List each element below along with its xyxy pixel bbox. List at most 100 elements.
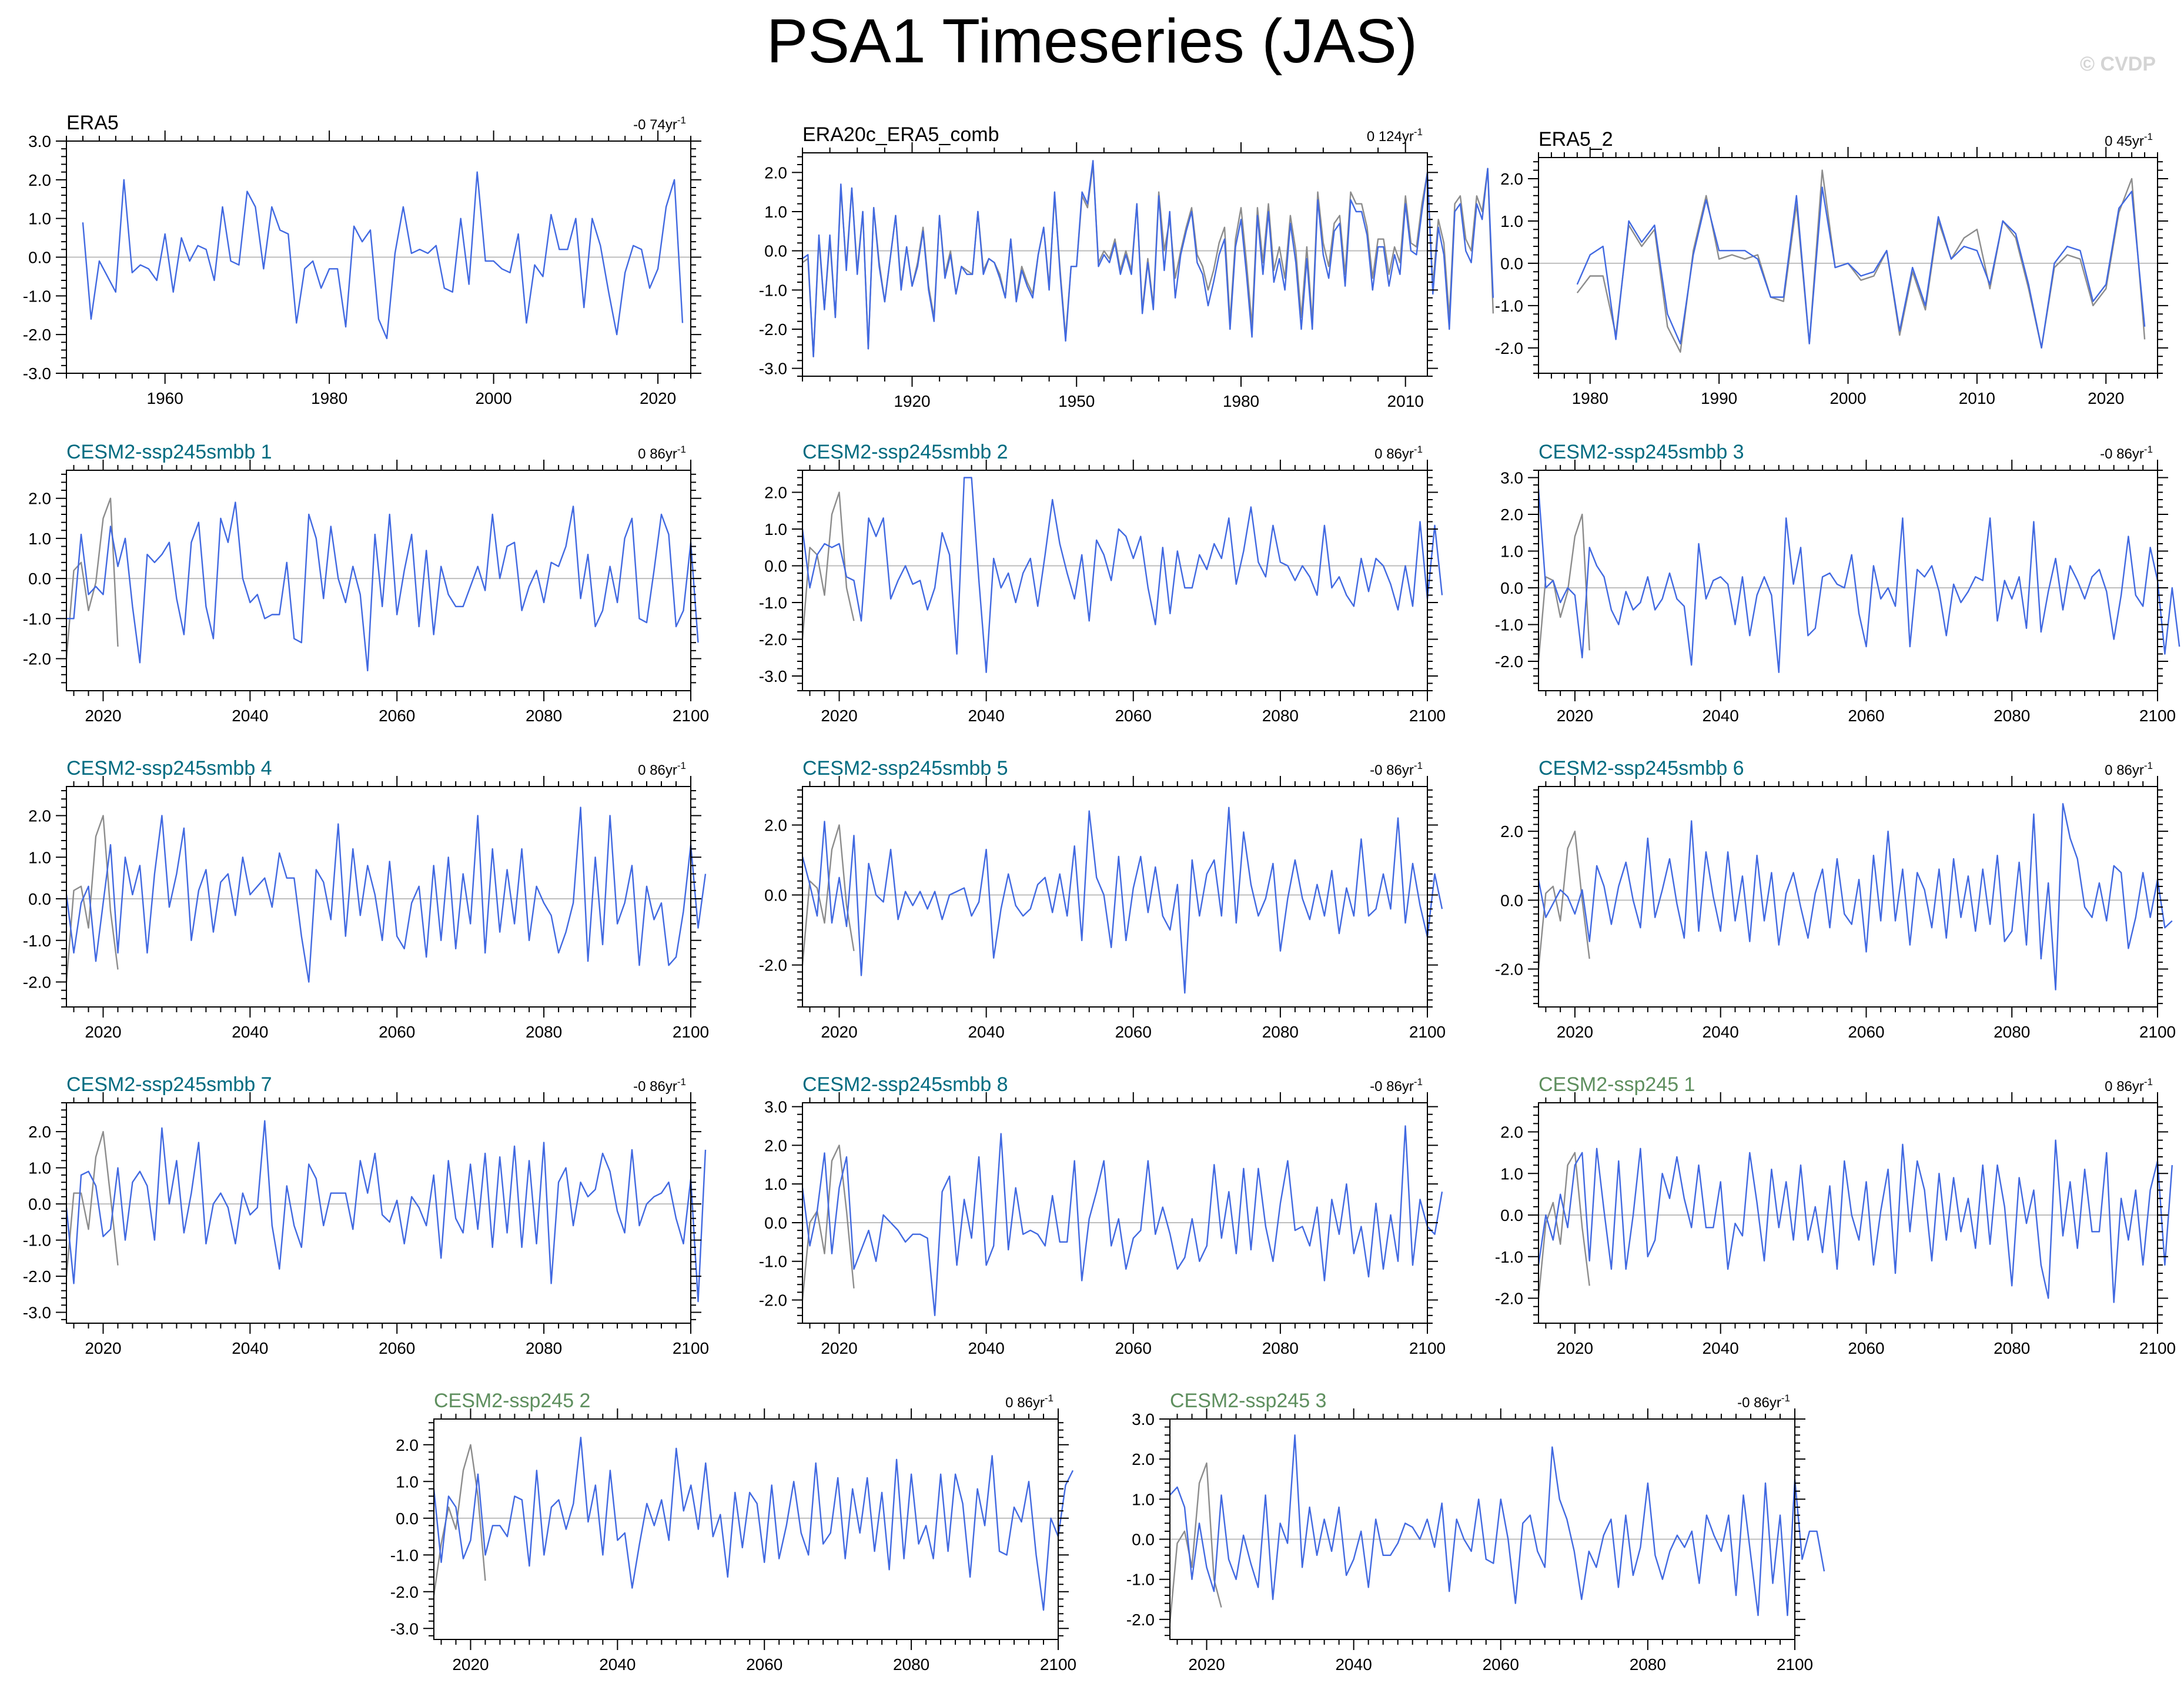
y-tick-label: -1.0: [759, 1253, 787, 1271]
series-line-secondary: [1537, 830, 1590, 969]
x-tick-label: 1980: [1572, 389, 1608, 407]
panel-title: CESM2-ssp245 1: [1539, 1073, 1695, 1096]
x-tick-label: 2060: [1848, 707, 1884, 725]
series-line-secondary: [802, 163, 1494, 357]
y-tick-label: -2.0: [23, 973, 51, 992]
panel-title: CESM2-ssp245smbb 3: [1539, 441, 1744, 463]
y-tick-label: 1.0: [1500, 543, 1523, 561]
y-tick-label: 0.0: [396, 1510, 419, 1528]
x-tick-label: 2000: [1830, 389, 1866, 407]
series-line-primary: [802, 160, 1494, 357]
y-tick-label: 0.0: [28, 890, 51, 908]
plot-frame: [1538, 1102, 2158, 1324]
y-tick-label: -2.0: [1495, 961, 1523, 979]
chart-panel: CESM2-ssp245smbb 1 0 86yr-1 2020 2040 2060 20…: [23, 441, 709, 725]
x-tick-label: 2040: [968, 1023, 1004, 1041]
y-tick-label: 2.0: [764, 1136, 787, 1154]
panel-title: CESM2-ssp245smbb 6: [1539, 757, 1744, 779]
trend-label: 0 86yr-1: [638, 444, 686, 462]
x-tick-label: 2020: [640, 389, 676, 407]
x-tick-label: 2020: [1557, 707, 1593, 725]
x-tick-label: 2080: [1994, 1339, 2030, 1357]
y-tick-label: -2.0: [1126, 1611, 1155, 1629]
y-tick-label: -1.0: [1495, 1248, 1523, 1266]
x-tick-label: 2060: [1483, 1655, 1519, 1674]
y-tick-label: 3.0: [28, 132, 51, 150]
y-tick-label: 0.0: [764, 242, 787, 260]
x-tick-label: 2020: [85, 1339, 121, 1357]
x-tick-label: 2080: [893, 1655, 929, 1674]
y-tick-label: -3.0: [759, 360, 787, 378]
y-tick-label: 1.0: [1132, 1490, 1155, 1508]
trend-label: -0 86yr-1: [1737, 1393, 1790, 1411]
chart-panel: CESM2-ssp245smbb 6 0 86yr-1 2020 2040 2060 20…: [1495, 757, 2176, 1041]
y-tick-label: -2.0: [1495, 339, 1523, 357]
y-tick-label: 3.0: [1500, 469, 1523, 487]
trend-label: 0 86yr-1: [1005, 1393, 1053, 1411]
x-tick-label: 2040: [968, 707, 1004, 725]
trend-label: 0 45yr-1: [2105, 131, 2153, 149]
plot-frame: [802, 786, 1428, 1008]
x-tick-label: 2080: [1630, 1655, 1666, 1674]
y-tick-label: 2.0: [396, 1436, 419, 1454]
x-tick-label: 2080: [526, 1339, 562, 1357]
series-line-primary: [1537, 803, 2173, 990]
y-tick-label: 1.0: [1500, 1164, 1523, 1183]
y-tick-label: -1.0: [23, 287, 51, 305]
panel-title: CESM2-ssp245smbb 7: [66, 1073, 272, 1096]
y-tick-label: -2.0: [759, 1291, 787, 1310]
x-tick-label: 2020: [821, 1339, 857, 1357]
y-tick-label: -3.0: [23, 364, 51, 383]
y-tick-label: 1.0: [396, 1473, 419, 1491]
x-tick-label: 2020: [821, 707, 857, 725]
x-tick-label: 2100: [1777, 1655, 1813, 1674]
y-tick-label: -1.0: [1495, 616, 1523, 634]
y-tick-label: 1.0: [1500, 212, 1523, 230]
y-tick-label: -2.0: [759, 320, 787, 339]
series-line-secondary: [65, 815, 119, 982]
chart-panel: CESM2-ssp245smbb 8 -0 86yr-1 2020 2040 2060 2…: [759, 1073, 1446, 1357]
plot-frame: [66, 470, 691, 691]
y-tick-label: 2.0: [28, 1123, 51, 1141]
x-tick-label: 2000: [475, 389, 511, 407]
y-tick-label: 0.0: [1500, 1206, 1523, 1224]
y-tick-label: 0.0: [28, 249, 51, 267]
trend-label: -0 86yr-1: [1370, 1076, 1423, 1095]
x-tick-label: 2080: [1994, 1023, 2030, 1041]
trend-label: 0 86yr-1: [2105, 760, 2153, 778]
y-tick-label: -1.0: [1495, 297, 1523, 315]
trend-label: -0 86yr-1: [1370, 760, 1423, 778]
x-tick-label: 2020: [1557, 1023, 1593, 1041]
x-tick-label: 2100: [1409, 1339, 1446, 1357]
y-tick-label: -1.0: [759, 281, 787, 299]
series-line-primary: [801, 1125, 1443, 1317]
panel-title: CESM2-ssp245smbb 1: [66, 441, 272, 463]
y-tick-label: -1.0: [759, 594, 787, 612]
page-title: PSA1 Timeseries (JAS): [766, 6, 1418, 76]
y-tick-label: -2.0: [1495, 652, 1523, 671]
series-line-secondary: [1537, 1152, 1590, 1299]
y-tick-label: -2.0: [23, 650, 51, 668]
panel-title: CESM2-ssp245smbb 4: [66, 757, 272, 779]
x-tick-label: 2100: [2139, 1339, 2176, 1357]
panel-title: CESM2-ssp245smbb 5: [802, 757, 1008, 779]
chart-panel: CESM2-ssp245 3 -0 86yr-1 2020 2040 2060 2080 2…: [1126, 1390, 1825, 1674]
panel-title: ERA20c_ERA5_comb: [802, 123, 999, 146]
x-tick-label: 1980: [311, 389, 347, 407]
y-tick-label: 2.0: [764, 816, 787, 834]
plot-frame: [1538, 786, 2158, 1008]
series-line-secondary: [433, 1444, 486, 1596]
chart-panel: ERA5_2 0 45yr-1 1980 1990 2000 2010 2020 2.0 1.0…: [1495, 128, 2168, 407]
series-line-primary: [1576, 186, 2146, 349]
x-tick-label: 2020: [1557, 1339, 1593, 1357]
x-tick-label: 2040: [232, 1339, 268, 1357]
x-tick-label: 1960: [147, 389, 183, 407]
x-tick-label: 2080: [526, 1023, 562, 1041]
watermark: © CVDP: [2080, 53, 2156, 75]
x-tick-label: 2100: [673, 707, 709, 725]
y-tick-label: 2.0: [764, 484, 787, 502]
chart-panel: CESM2-ssp245smbb 2 0 86yr-1 2020 2040 2060 20…: [759, 441, 1446, 725]
y-tick-label: -2.0: [390, 1583, 419, 1601]
plot-frame: [1538, 157, 2158, 374]
